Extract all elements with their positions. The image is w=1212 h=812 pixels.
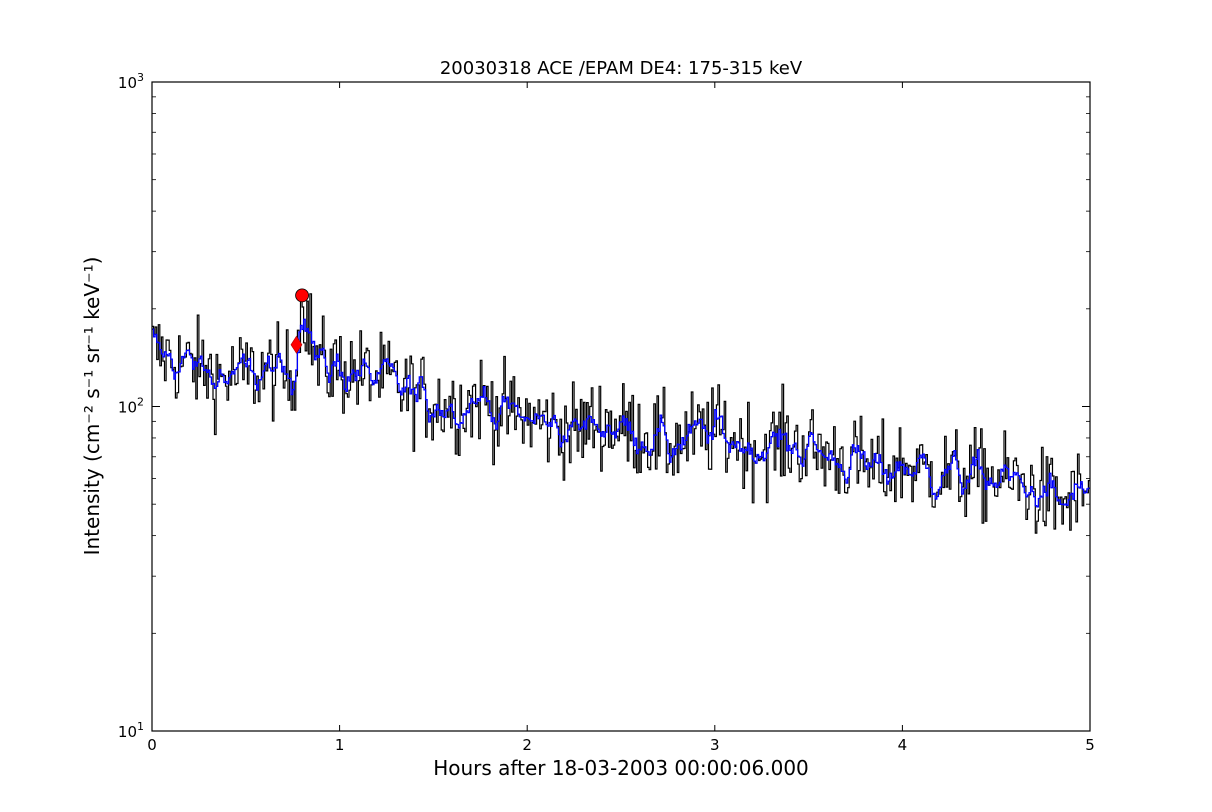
x-tick-label: 1 <box>335 736 345 754</box>
chart-title: 20030318 ACE /EPAM DE4: 175-315 keV <box>440 58 803 79</box>
y-tick-label: 101 <box>118 720 144 741</box>
x-tick-label: 4 <box>898 736 908 754</box>
x-tick-label: 0 <box>147 736 157 754</box>
x-tick-label: 3 <box>710 736 720 754</box>
y-tick-label: 102 <box>118 396 144 417</box>
onset-marker <box>290 335 303 354</box>
series-line-raw <box>152 293 1090 534</box>
x-axis-label: Hours after 18-03-2003 00:00:06.000 <box>433 756 809 780</box>
series-layer <box>152 293 1090 534</box>
y-tick-label: 103 <box>118 71 144 92</box>
peak-marker <box>295 288 309 303</box>
x-tick-label: 2 <box>522 736 532 754</box>
x-tick-label: 5 <box>1085 736 1095 754</box>
series-line-smoothed <box>152 318 1090 508</box>
marker-layer <box>290 288 309 354</box>
y-axis-label: Intensity (cm⁻² s⁻¹ sr⁻¹ keV⁻¹) <box>80 257 104 556</box>
tick-layer: 0 1 2 3 4 5 101 102 103 <box>118 71 1095 754</box>
